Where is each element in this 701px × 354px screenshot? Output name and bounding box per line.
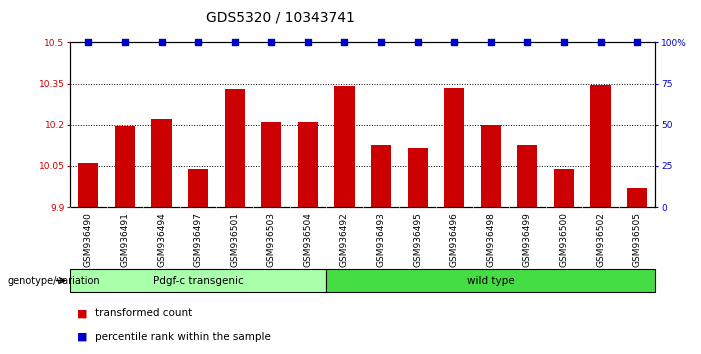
Bar — [554, 169, 574, 207]
Bar — [70, 269, 326, 292]
Point — [302, 40, 313, 45]
Point — [119, 40, 130, 45]
Bar — [224, 89, 245, 207]
Text: GSM936492: GSM936492 — [340, 212, 349, 267]
Bar — [326, 269, 655, 292]
Text: transformed count: transformed count — [95, 308, 192, 318]
Bar — [444, 88, 464, 207]
Text: GSM936497: GSM936497 — [193, 212, 203, 267]
Bar — [188, 169, 208, 207]
Point — [522, 40, 533, 45]
Text: Pdgf-c transgenic: Pdgf-c transgenic — [153, 275, 243, 286]
Point — [485, 40, 496, 45]
Text: GSM936490: GSM936490 — [84, 212, 93, 267]
Text: GSM936502: GSM936502 — [596, 212, 605, 267]
Text: GSM936491: GSM936491 — [121, 212, 130, 267]
Bar — [79, 163, 98, 207]
Text: ■: ■ — [77, 308, 88, 318]
Text: genotype/variation: genotype/variation — [7, 275, 100, 286]
Bar — [151, 119, 172, 207]
Point — [449, 40, 460, 45]
Text: GSM936505: GSM936505 — [632, 212, 641, 267]
Point — [193, 40, 204, 45]
Text: GSM936493: GSM936493 — [376, 212, 386, 267]
Bar — [627, 188, 647, 207]
Text: GSM936503: GSM936503 — [267, 212, 275, 267]
Point — [412, 40, 423, 45]
Point — [595, 40, 606, 45]
Bar — [407, 148, 428, 207]
Point — [83, 40, 94, 45]
Text: wild type: wild type — [467, 275, 515, 286]
Point — [632, 40, 643, 45]
Text: GSM936500: GSM936500 — [559, 212, 569, 267]
Text: GDS5320 / 10343741: GDS5320 / 10343741 — [206, 11, 355, 25]
Text: GSM936499: GSM936499 — [523, 212, 532, 267]
Point — [339, 40, 350, 45]
Bar — [371, 145, 391, 207]
Point — [559, 40, 570, 45]
Point — [156, 40, 167, 45]
Bar — [334, 86, 355, 207]
Bar — [481, 125, 501, 207]
Text: GSM936498: GSM936498 — [486, 212, 496, 267]
Text: percentile rank within the sample: percentile rank within the sample — [95, 332, 271, 342]
Text: GSM936501: GSM936501 — [230, 212, 239, 267]
Point — [229, 40, 240, 45]
Text: GSM936494: GSM936494 — [157, 212, 166, 267]
Text: GSM936496: GSM936496 — [450, 212, 458, 267]
Bar — [261, 122, 281, 207]
Bar — [115, 126, 135, 207]
Point — [376, 40, 387, 45]
Text: GSM936495: GSM936495 — [413, 212, 422, 267]
Bar — [298, 122, 318, 207]
Text: GSM936504: GSM936504 — [304, 212, 313, 267]
Text: ■: ■ — [77, 332, 88, 342]
Point — [266, 40, 277, 45]
Bar — [590, 85, 611, 207]
Bar — [517, 145, 538, 207]
